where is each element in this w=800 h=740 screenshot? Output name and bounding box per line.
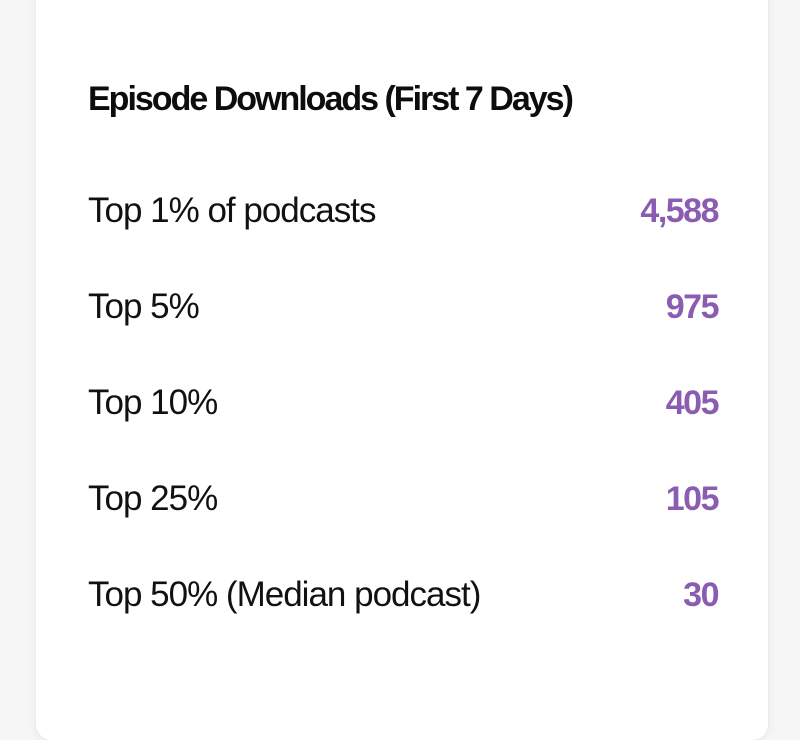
- stat-value: 405: [665, 383, 720, 422]
- stat-value: 30: [683, 575, 719, 614]
- list-item: Top 5% 975: [88, 259, 720, 355]
- stat-label: Top 50% (Median podcast): [88, 575, 481, 614]
- benchmark-list: Top 1% of podcasts 4,588 Top 5% 975 Top …: [88, 163, 720, 643]
- stat-value: 4,588: [640, 191, 719, 230]
- stat-label: Top 10%: [88, 383, 218, 422]
- downloads-benchmark-card: Episode Downloads (First 7 Days) Top 1% …: [36, 0, 768, 740]
- stat-value: 975: [665, 287, 720, 326]
- stat-label: Top 25%: [88, 479, 218, 518]
- stat-label: Top 5%: [88, 287, 200, 326]
- list-item: Top 10% 405: [88, 355, 720, 451]
- stat-label: Top 1% of podcasts: [88, 191, 376, 230]
- list-item: Top 25% 105: [88, 451, 720, 547]
- list-item: Top 50% (Median podcast) 30: [88, 547, 719, 643]
- card-title: Episode Downloads (First 7 Days): [88, 80, 574, 118]
- list-item: Top 1% of podcasts 4,588: [88, 163, 719, 259]
- stat-value: 105: [665, 479, 720, 518]
